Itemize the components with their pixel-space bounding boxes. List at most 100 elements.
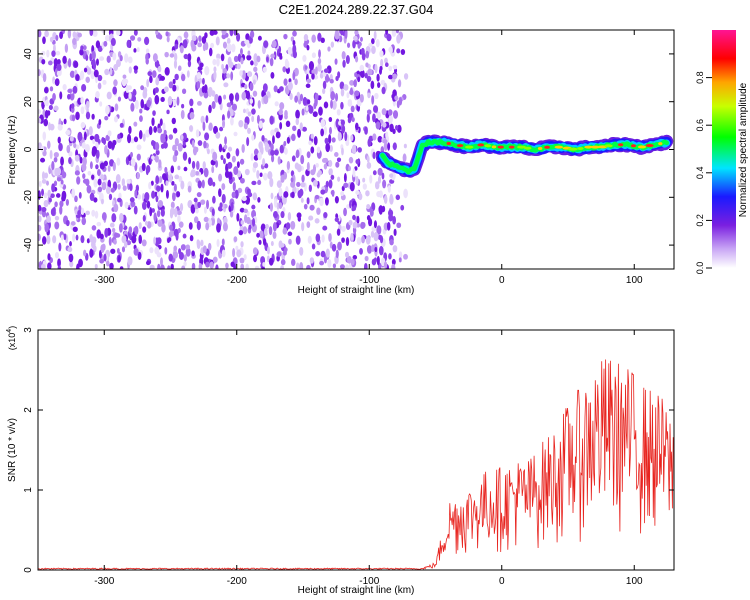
- noise-cell: [168, 134, 174, 140]
- noise-cell: [151, 155, 155, 160]
- noise-cell: [161, 223, 166, 233]
- noise-cell: [94, 264, 98, 269]
- noise-cell: [96, 221, 102, 227]
- noise-cell: [306, 99, 311, 105]
- noise-cell: [210, 42, 215, 49]
- noise-cell: [57, 136, 61, 144]
- noise-cell: [389, 173, 394, 178]
- noise-cell: [111, 142, 115, 149]
- noise-cell: [341, 225, 346, 232]
- noise-cell: [89, 30, 94, 37]
- noise-cell: [47, 253, 51, 261]
- noise-cell: [373, 231, 379, 242]
- noise-cell: [115, 174, 121, 184]
- noise-cell: [234, 92, 240, 102]
- noise-cell: [195, 208, 199, 214]
- noise-cell: [174, 52, 178, 62]
- noise-cell: [46, 140, 51, 150]
- noise-cell: [238, 229, 244, 236]
- noise-cell: [396, 34, 401, 44]
- noise-cell: [278, 187, 283, 197]
- noise-cell: [321, 158, 327, 163]
- noise-cell: [42, 131, 47, 141]
- noise-cell: [398, 257, 402, 263]
- noise-cell: [53, 151, 59, 158]
- noise-cell: [226, 73, 231, 79]
- noise-cell: [93, 197, 98, 203]
- ridge-peak: [517, 145, 526, 149]
- ridge-peak: [637, 145, 647, 149]
- spectrogram-x-axis: -300 -200 -100 0 100: [94, 30, 643, 286]
- noise-cell: [302, 126, 307, 132]
- noise-cell: [348, 219, 353, 226]
- noise-cell: [80, 235, 85, 244]
- noise-cell: [351, 206, 355, 212]
- noise-cell: [176, 96, 180, 106]
- noise-cell: [141, 239, 147, 247]
- noise-cell: [207, 177, 213, 187]
- noise-cell: [185, 247, 191, 257]
- noise-cell: [355, 158, 360, 165]
- noise-cell: [258, 239, 262, 245]
- noise-cell: [183, 53, 189, 60]
- noise-cell: [117, 96, 122, 102]
- noise-cell: [299, 122, 303, 131]
- noise-cell: [253, 148, 259, 156]
- noise-cell: [243, 122, 248, 130]
- noise-cell: [122, 185, 127, 191]
- noise-cell: [270, 192, 274, 200]
- noise-cell: [194, 146, 199, 153]
- noise-cell: [376, 73, 380, 82]
- noise-cell: [283, 191, 289, 198]
- ridge-peak: [456, 144, 464, 148]
- noise-cell: [213, 70, 217, 80]
- snr-x-tick-label: -200: [227, 576, 247, 587]
- noise-cell: [388, 65, 393, 72]
- noise-cell: [269, 115, 274, 125]
- noise-cell: [257, 179, 262, 186]
- noise-cell: [159, 118, 163, 126]
- noise-cell: [212, 256, 218, 263]
- noise-cell: [61, 169, 65, 177]
- noise-cell: [240, 57, 244, 65]
- noise-cell: [227, 146, 233, 152]
- multiplier-base: (x10: [7, 333, 17, 351]
- noise-cell: [229, 108, 234, 117]
- noise-cell: [46, 215, 52, 223]
- noise-cell: [290, 36, 295, 42]
- noise-cell: [328, 134, 332, 144]
- noise-cell: [91, 225, 97, 231]
- noise-cell: [101, 137, 105, 144]
- noise-cell: [400, 204, 405, 211]
- multiplier-close: ): [7, 326, 17, 329]
- noise-cell: [335, 92, 339, 102]
- noise-cell: [247, 111, 252, 117]
- noise-cell: [252, 247, 258, 255]
- noise-cell: [85, 178, 90, 187]
- noise-cell: [111, 227, 116, 233]
- noise-cell: [86, 238, 90, 244]
- noise-cell: [165, 31, 169, 37]
- noise-cell: [117, 255, 121, 263]
- noise-cell: [59, 91, 63, 100]
- noise-cell: [145, 260, 151, 266]
- noise-cell: [362, 183, 367, 190]
- noise-cell: [189, 112, 195, 120]
- noise-cell: [151, 208, 155, 213]
- noise-cell: [364, 255, 369, 262]
- noise-cell: [381, 108, 387, 116]
- noise-cell: [383, 142, 388, 151]
- noise-cell: [306, 264, 311, 269]
- noise-cell: [379, 68, 382, 75]
- noise-cell: [373, 220, 377, 229]
- noise-cell: [285, 120, 291, 128]
- noise-cell: [75, 234, 79, 241]
- noise-cell: [73, 142, 77, 149]
- noise-cell: [57, 258, 61, 268]
- noise-cell: [351, 144, 357, 155]
- noise-cell: [186, 70, 190, 78]
- noise-cell: [204, 42, 209, 51]
- noise-cell: [193, 197, 198, 203]
- noise-cell: [142, 201, 147, 210]
- noise-cell: [165, 180, 169, 186]
